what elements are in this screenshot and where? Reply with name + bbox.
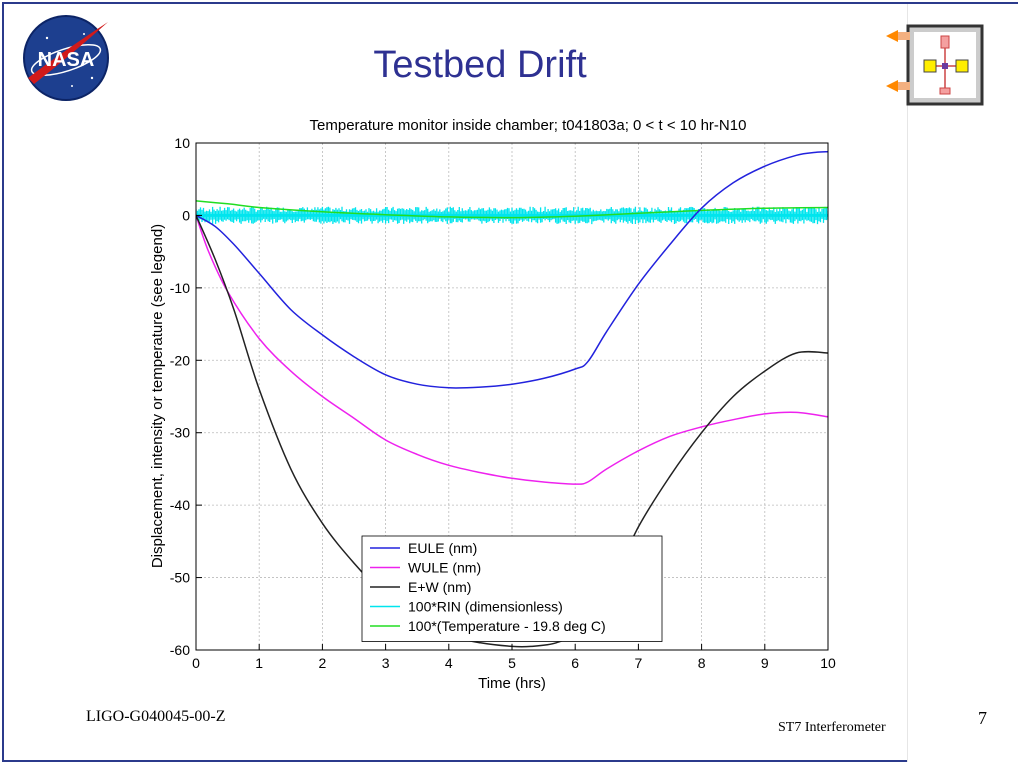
tick-layer: 0 1 2 3 4 5 6 7 8 9 10 10 0 -10 -20 -30 -40 -50 -60 [170, 135, 836, 671]
series-line-100-temperature-19-8-deg-c [196, 200, 828, 219]
x-tick-label: 4 [445, 655, 453, 671]
y-axis-label: Displacement, intensity or temperature (… [149, 224, 166, 568]
slide-title: Testbed Drift [373, 44, 587, 86]
y-tick-label: -30 [170, 425, 190, 441]
x-tick-label: 7 [635, 655, 643, 671]
x-tick-label: 0 [192, 655, 200, 671]
x-tick-label: 10 [820, 655, 836, 671]
x-tick-label: 5 [508, 655, 516, 671]
y-tick-label: 0 [182, 207, 190, 223]
footer-project-name: ST7 Interferometer [778, 720, 886, 735]
x-tick-label: 3 [382, 655, 390, 671]
x-tick-label: 8 [698, 655, 706, 671]
plot-area [196, 150, 828, 648]
footer-document-id: LIGO-G040045-00-Z [86, 708, 226, 725]
series-line-eule-nm [196, 150, 828, 389]
legend-label: 100*RIN (dimensionless) [408, 599, 563, 615]
st7-logo [886, 24, 984, 106]
x-tick-label: 2 [319, 655, 327, 671]
series-line-e-w-nm [196, 215, 828, 648]
y-tick-label: -10 [170, 280, 190, 296]
y-tick-label: 10 [174, 135, 190, 151]
y-tick-label: -20 [170, 352, 190, 368]
y-tick-label: -50 [170, 570, 190, 586]
y-tick-label: -40 [170, 497, 190, 513]
x-tick-label: 9 [761, 655, 769, 671]
legend-box [361, 535, 663, 642]
right-panel [907, 4, 1021, 762]
series-line-wule-nm [196, 215, 828, 485]
legend-label: 100*(Temperature - 19.8 deg C) [408, 618, 606, 634]
x-axis-label: Time (hrs) [478, 675, 546, 692]
x-tick-label: 6 [571, 655, 579, 671]
legend-label: E+W (nm) [408, 579, 471, 595]
y-tick-label: -60 [170, 642, 190, 658]
legend-label: EULE (nm) [408, 540, 477, 556]
x-tick-label: 1 [255, 655, 263, 671]
legend: EULE (nm) WULE (nm) E+W (nm) 100*RIN (dimen… [361, 535, 663, 642]
page-number: 7 [978, 708, 987, 728]
nasa-logo: NASA [23, 15, 109, 101]
legend-label: WULE (nm) [408, 560, 481, 576]
nasa-logo-text: NASA [38, 49, 95, 71]
chart: Temperature monitor inside chamber; t041… [140, 108, 850, 708]
chart-title: Temperature monitor inside chamber; t041… [310, 117, 747, 134]
plot-layer [196, 150, 828, 648]
